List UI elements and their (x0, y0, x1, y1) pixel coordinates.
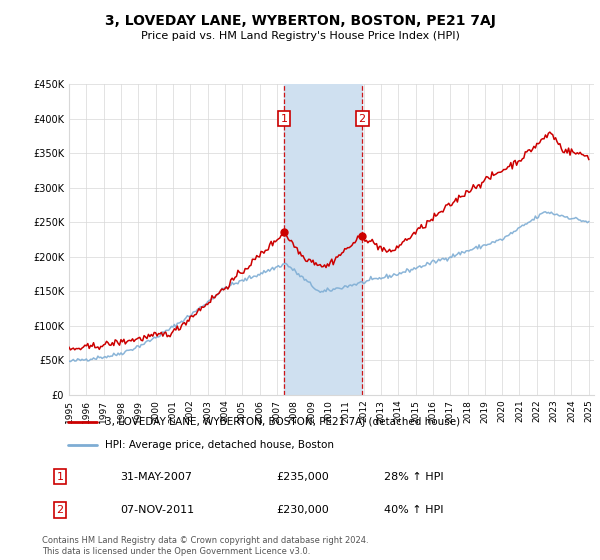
Text: HPI: Average price, detached house, Boston: HPI: Average price, detached house, Bost… (105, 440, 334, 450)
Text: £230,000: £230,000 (276, 505, 329, 515)
Text: 28% ↑ HPI: 28% ↑ HPI (384, 472, 443, 482)
Text: 07-NOV-2011: 07-NOV-2011 (120, 505, 194, 515)
Text: Price paid vs. HM Land Registry's House Price Index (HPI): Price paid vs. HM Land Registry's House … (140, 31, 460, 41)
Text: Contains HM Land Registry data © Crown copyright and database right 2024.
This d: Contains HM Land Registry data © Crown c… (42, 536, 368, 556)
Text: £235,000: £235,000 (276, 472, 329, 482)
Text: 40% ↑ HPI: 40% ↑ HPI (384, 505, 443, 515)
Text: 31-MAY-2007: 31-MAY-2007 (120, 472, 192, 482)
Text: 3, LOVEDAY LANE, WYBERTON, BOSTON, PE21 7AJ (detached house): 3, LOVEDAY LANE, WYBERTON, BOSTON, PE21 … (105, 417, 460, 427)
Text: 1: 1 (281, 114, 287, 124)
Text: 3, LOVEDAY LANE, WYBERTON, BOSTON, PE21 7AJ: 3, LOVEDAY LANE, WYBERTON, BOSTON, PE21 … (104, 14, 496, 28)
Bar (284, 84, 362, 395)
Text: 2: 2 (359, 114, 366, 124)
Text: 1: 1 (56, 472, 64, 482)
Text: 2: 2 (56, 505, 64, 515)
